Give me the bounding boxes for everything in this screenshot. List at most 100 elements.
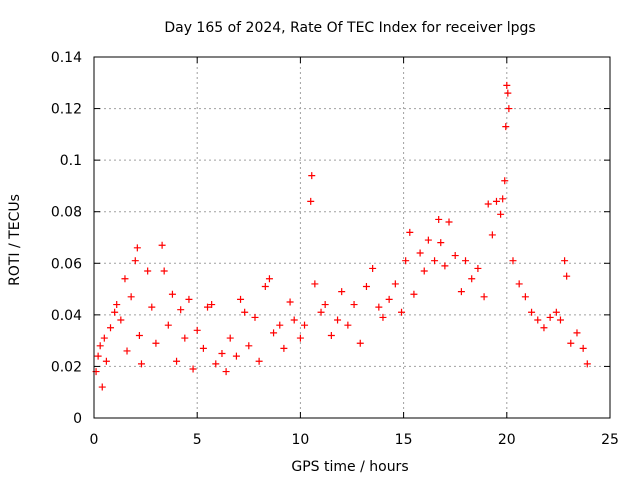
data-point [98,383,106,391]
data-point [265,275,273,283]
data-point [261,282,269,290]
data-point [135,331,143,339]
data-point [338,288,346,296]
y-tick-label: 0.1 [60,153,82,169]
data-point [208,301,216,309]
data-point [509,257,517,265]
data-point [185,295,193,303]
data-point [398,308,406,316]
data-point [218,350,226,358]
x-tick-label: 0 [90,432,99,448]
plot-frame [93,56,611,419]
data-point [286,298,294,306]
data-point [280,344,288,352]
data-point [226,334,234,342]
data-point [144,267,152,275]
data-point [327,331,335,339]
x-tick-label: 15 [395,432,413,448]
data-point [468,275,476,283]
data-point [583,360,591,368]
y-tick-label: 0.12 [51,102,82,118]
data-point [307,197,315,205]
data-point [497,210,505,218]
data-point [431,257,439,265]
y-tick-label: 0.04 [51,308,82,324]
data-point [350,301,358,309]
data-point [528,308,536,316]
data-point [177,306,185,314]
data-point [451,252,459,260]
data-point [441,262,449,270]
axis-ticks [93,56,611,419]
data-point [317,308,325,316]
data-point [311,280,319,288]
data-point [579,344,587,352]
y-tick-label: 0.02 [51,359,82,375]
data-point [521,293,529,301]
data-point [96,342,104,350]
data-point [356,339,364,347]
data-point [321,301,329,309]
data-point [488,231,496,239]
data-point [127,293,135,301]
x-tick-label: 5 [193,432,202,448]
data-point [344,321,352,329]
data-point [251,313,259,321]
x-axis-title: GPS time / hours [291,459,408,475]
x-tick-label: 25 [601,432,619,448]
data-point [503,81,511,89]
data-point [437,239,445,247]
data-point [515,280,523,288]
data-point [379,313,387,321]
y-tick-label: 0 [73,411,82,427]
chart-title: Day 165 of 2024, Rate Of TEC Index for r… [164,20,535,36]
data-point [133,244,141,252]
data-point [193,326,201,334]
data-point [385,295,393,303]
data-point [308,172,316,180]
scatter-marks [92,81,591,391]
data-point [173,357,181,365]
data-point [121,275,129,283]
data-point [301,321,309,329]
data-point [102,357,110,365]
data-point [573,329,581,337]
data-point [546,313,554,321]
data-point [552,308,560,316]
data-point [232,352,240,360]
data-point [540,324,548,332]
x-tick-label: 10 [291,432,309,448]
data-point [131,257,139,265]
data-point [492,197,500,205]
data-point [369,264,377,272]
grid-lines [94,57,610,418]
data-point [100,334,108,342]
data-point [424,236,432,244]
data-point [556,316,564,324]
y-tick-label: 0.06 [51,256,82,272]
data-point [212,360,220,368]
x-tick-label: 20 [498,432,516,448]
data-point [391,280,399,288]
x-tick-labels: 0 5 10 15 20 25 [90,432,619,448]
data-point [113,301,121,309]
data-point [123,347,131,355]
data-point [160,267,168,275]
data-point [245,342,253,350]
y-tick-label: 0.14 [51,50,82,66]
data-point [362,282,370,290]
data-point [181,334,189,342]
data-point [505,105,513,113]
data-point [204,303,212,311]
data-point [406,228,414,236]
data-point [480,293,488,301]
data-point [462,257,470,265]
data-point [435,215,443,223]
data-point [561,257,569,265]
data-point [148,303,156,311]
data-point [504,89,512,97]
data-point [241,308,249,316]
data-point [168,290,176,298]
data-point [137,360,145,368]
